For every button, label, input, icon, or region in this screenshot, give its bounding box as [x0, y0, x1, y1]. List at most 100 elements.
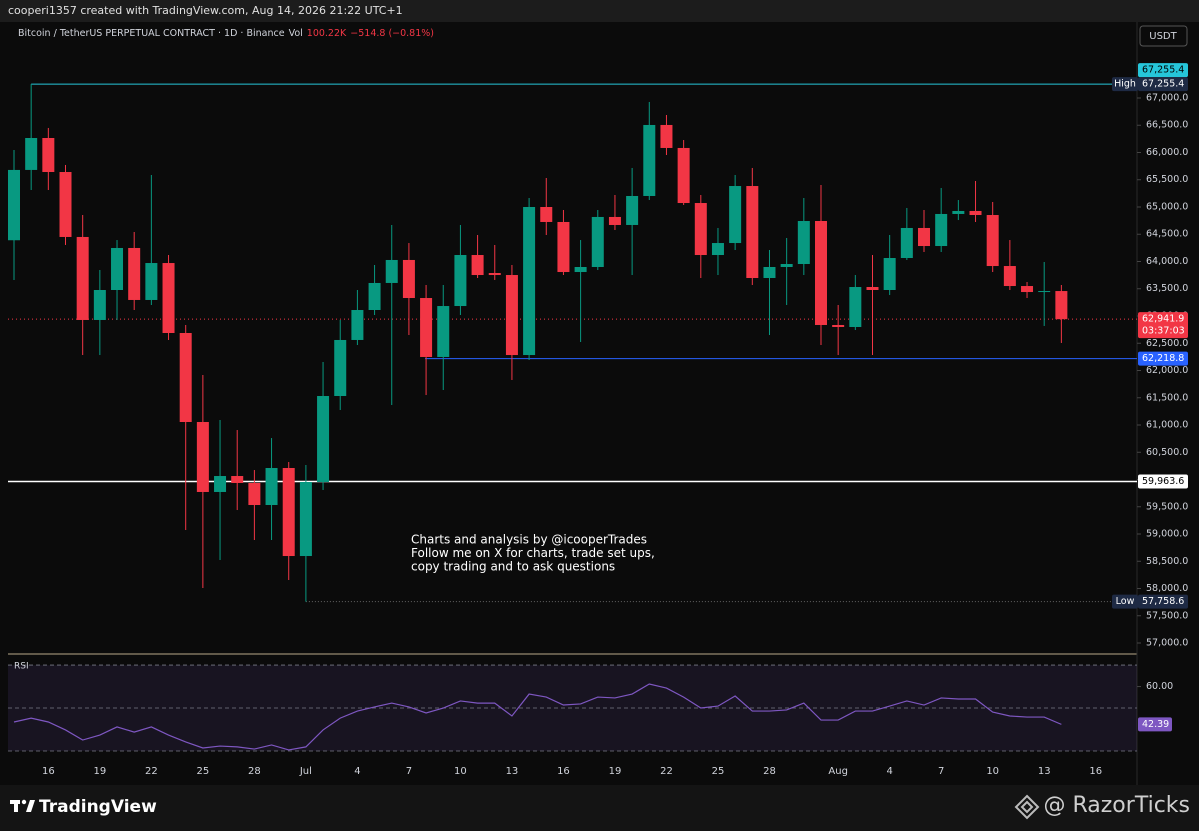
- level-box: [1138, 63, 1188, 78]
- level-label: 62,218.8: [1142, 353, 1184, 364]
- candle-body: [643, 124, 656, 196]
- candle-body: [248, 482, 261, 506]
- y-tick-label: 57,500.0: [1146, 610, 1188, 621]
- annotation: Follow me on X for charts, trade set ups…: [411, 546, 655, 560]
- rsi-last-box: [1138, 717, 1172, 732]
- y-tick-label: 58,000.0: [1146, 583, 1188, 594]
- high_marker-box: [1138, 77, 1188, 92]
- candle-body: [677, 147, 690, 204]
- candle-body: [763, 267, 776, 279]
- y-tick-label: 60.00: [1146, 681, 1173, 692]
- candle-body: [368, 282, 381, 311]
- high_marker-tag-box: [1112, 77, 1138, 92]
- level-box: [1138, 351, 1188, 366]
- x-tick-label: 13: [506, 766, 519, 777]
- candle-body: [299, 482, 312, 557]
- candle-body: [523, 206, 536, 356]
- candle-body: [1021, 286, 1034, 293]
- y-tick-label: 64,000.0: [1146, 256, 1188, 267]
- candle-body: [711, 243, 724, 256]
- x-tick-label: 19: [609, 766, 622, 777]
- low_marker-label: 57,758.6: [1142, 596, 1184, 607]
- currency-box[interactable]: [1139, 25, 1188, 47]
- candle-body: [626, 195, 639, 225]
- x-tick-label: 13: [1038, 766, 1051, 777]
- candle-body: [8, 169, 20, 241]
- x-tick-label: 28: [763, 766, 776, 777]
- candle-body: [162, 263, 175, 334]
- level-box: [1138, 474, 1188, 489]
- x-tick-label: 22: [660, 766, 673, 777]
- candle-body: [660, 124, 673, 148]
- y-tick-label: 57,000.0: [1146, 638, 1188, 649]
- candle-body: [814, 221, 827, 325]
- candle-body: [729, 186, 742, 244]
- candle-body: [179, 333, 192, 423]
- legend: Bitcoin / TetherUS PERPETUAL CONTRACT · …: [18, 28, 434, 39]
- rsi-last-label: 42.39: [1142, 719, 1169, 730]
- candle-body: [969, 210, 982, 216]
- candle-body: [883, 258, 896, 291]
- candle-body: [557, 221, 570, 273]
- candle-body: [900, 227, 913, 259]
- x-tick-label: 10: [454, 766, 467, 777]
- y-tick-label: 65,000.0: [1146, 201, 1188, 212]
- candle-body: [505, 275, 518, 356]
- candle-body: [591, 216, 604, 268]
- y-tick-label: 62,500.0: [1146, 338, 1188, 349]
- candle-body: [402, 259, 415, 299]
- candle-body: [282, 468, 295, 557]
- y-tick-label: 59,000.0: [1146, 529, 1188, 540]
- low_marker-tag-box: [1112, 594, 1138, 609]
- candle-body: [694, 203, 707, 256]
- candle-body: [1003, 266, 1016, 287]
- candle-body: [214, 476, 227, 492]
- last-price-box: [1138, 312, 1188, 339]
- x-tick-label: 16: [42, 766, 55, 777]
- candle-body: [918, 227, 931, 247]
- currency[interactable]: USDT: [1149, 31, 1177, 42]
- y-tick-label: 58,500.0: [1146, 556, 1188, 567]
- candle-body: [849, 287, 862, 328]
- candle-body: [317, 396, 330, 483]
- y-tick-label: 59,500.0: [1146, 501, 1188, 512]
- candle-body: [334, 339, 347, 397]
- top-bar: [0, 0, 1199, 22]
- candle-body: [420, 298, 433, 357]
- candle-body: [437, 306, 450, 357]
- candle-body: [866, 287, 879, 291]
- y-tick-label: 66,000.0: [1146, 147, 1188, 158]
- x-tick-label: 7: [938, 766, 944, 777]
- candle-body: [265, 468, 278, 506]
- brand: TradingView: [39, 797, 157, 817]
- low_marker-tag: Low: [1116, 596, 1135, 607]
- candle-body: [59, 172, 72, 237]
- candle-body: [76, 236, 89, 320]
- candle-body: [797, 221, 810, 265]
- candle-body: [111, 247, 124, 291]
- brand-logo: [10, 799, 35, 812]
- candle-body: [1055, 291, 1068, 320]
- x-tick-label: 28: [248, 766, 261, 777]
- x-tick-label: 22: [145, 766, 158, 777]
- rsi-line: [13, 683, 1062, 751]
- last-price-label: 62,941.9: [1142, 314, 1184, 325]
- y-tick-label: 64,500.0: [1146, 229, 1188, 240]
- candle-body: [42, 137, 55, 173]
- y-tick-label: 65,500.0: [1146, 174, 1188, 185]
- candle-body: [471, 255, 484, 276]
- candle-body: [1038, 291, 1051, 293]
- watermark: @ RazorTicks: [1043, 793, 1190, 818]
- low_marker-box: [1138, 594, 1188, 609]
- candle-body: [145, 263, 158, 300]
- x-tick-label: 25: [197, 766, 210, 777]
- credit: cooperi1357 created with TradingView.com…: [8, 4, 403, 17]
- annotation: Charts and analysis by @icooperTrades: [411, 533, 647, 547]
- watermark-icon: [1014, 794, 1040, 820]
- candle-body: [608, 216, 621, 225]
- footer-bar: [0, 785, 1199, 831]
- x-tick-label: 19: [93, 766, 106, 777]
